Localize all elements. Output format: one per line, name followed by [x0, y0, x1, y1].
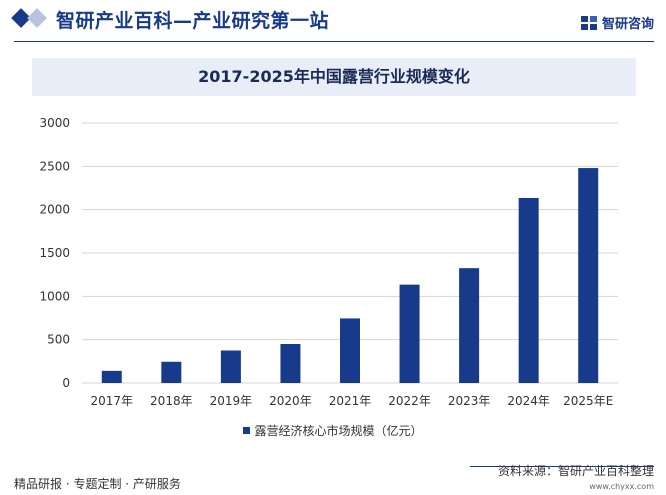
x-tick-label: 2023年 [448, 394, 491, 408]
legend-swatch [243, 427, 251, 434]
brand-logo-icon [580, 15, 597, 30]
footer-url[interactable]: www.chyxx.com [589, 482, 654, 491]
x-tick-label: 2020年 [269, 394, 312, 408]
legend-label: 露营经济核心市场规模（亿元） [254, 424, 423, 438]
x-tick-label: 2022年 [388, 394, 431, 408]
bar [459, 268, 480, 383]
x-tick-label: 2019年 [210, 394, 253, 408]
bar-chart: 0 500 1000 1500 2000 2500 3000 2017年 2018年 2019年 2… [39, 116, 618, 408]
y-tick-label: 0 [62, 376, 70, 390]
brand: 智研咨询 [580, 13, 654, 32]
footer-services: 精品研报 · 专题定制 · 产研服务 [14, 477, 181, 491]
bar [220, 350, 241, 383]
chart-title-band: 2017-2025年中国露营行业规模变化 [32, 58, 636, 96]
bar [101, 370, 122, 383]
footer-divider [470, 466, 654, 467]
header-divider [14, 41, 654, 42]
bar [280, 344, 301, 383]
header: 智研产业百科—产业研究第一站 智研咨询 [0, 0, 666, 42]
bar [399, 284, 420, 383]
x-tick-label: 2025年E [563, 394, 613, 408]
y-tick-label: 1000 [39, 289, 70, 303]
bar [578, 168, 599, 383]
x-tick-label: 2017年 [91, 394, 134, 408]
bar [340, 318, 360, 383]
x-tick-label: 2024年 [507, 394, 550, 408]
y-tick-label: 2000 [39, 203, 70, 217]
y-tick-label: 500 [47, 333, 70, 347]
chart-title: 2017-2025年中国露营行业规模变化 [198, 67, 470, 86]
legend: 露营经济核心市场规模（亿元） [0, 420, 666, 439]
y-tick-label: 2500 [39, 159, 70, 173]
site-title: 智研产业百科—产业研究第一站 [56, 10, 330, 32]
bar [518, 197, 539, 383]
y-tick-label: 1500 [39, 246, 70, 260]
x-tick-label: 2021年 [329, 394, 372, 408]
brand-name: 智研咨询 [601, 17, 654, 32]
x-tick-label: 2018年 [150, 394, 193, 408]
bar [161, 361, 182, 383]
y-tick-label: 3000 [39, 116, 70, 130]
footer-source: 资料来源：智研产业百科整理 [497, 464, 654, 478]
